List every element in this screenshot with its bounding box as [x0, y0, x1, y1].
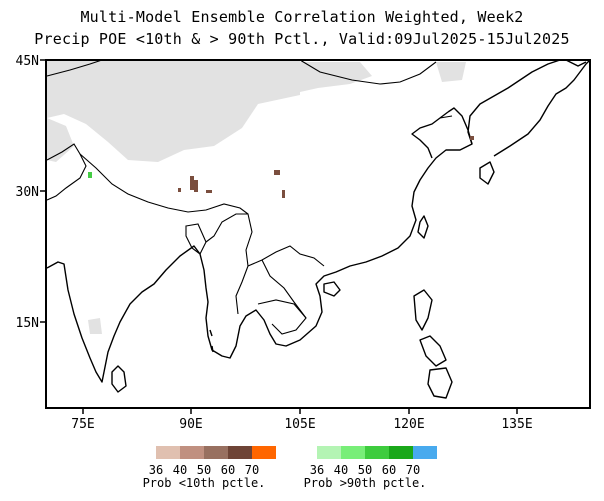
border-korea-dmz	[439, 115, 453, 119]
coast-hainan	[323, 281, 341, 297]
shaded-region-pakistan	[47, 118, 74, 162]
legend-dry-tick: 60	[221, 463, 235, 477]
shaded-region-korea-north	[436, 62, 466, 82]
coast-philippines-luzon	[413, 289, 433, 331]
dry-cell	[282, 190, 285, 198]
country-borders	[46, 59, 453, 335]
coast-japan-honshu	[493, 59, 591, 157]
legend-dry-tick: 36	[149, 463, 163, 477]
border-myanmar	[205, 213, 253, 315]
legend-dry-swatch-70	[252, 446, 276, 459]
lon-label-135e: 135E	[501, 417, 532, 432]
lon-label-120e: 120E	[393, 417, 424, 432]
legend-wet-swatch-60	[389, 446, 413, 459]
border-laos-vietnam	[261, 259, 307, 319]
border-china-mongolia	[299, 59, 437, 85]
coast-philippines-visayas	[419, 335, 447, 367]
border-china-indochina	[247, 245, 325, 267]
coast-korea	[447, 107, 473, 145]
legend-dry-tick: 40	[173, 463, 187, 477]
legend-dry-swatch-50	[204, 446, 228, 459]
legend-dry-swatch-36	[156, 446, 180, 459]
border-bangladesh	[185, 223, 207, 255]
wet-anomaly-cells	[88, 172, 92, 178]
lat-label-45n: 45N	[16, 54, 39, 69]
legend-wet-tick: 60	[382, 463, 396, 477]
legend-wet-swatch-50	[365, 446, 389, 459]
wet-cell	[88, 172, 92, 178]
coast-sri-lanka	[111, 365, 127, 393]
border-india-pakistan	[46, 143, 87, 201]
dry-cell	[178, 188, 181, 192]
lat-label-15n: 15N	[16, 316, 39, 331]
map-frame	[45, 59, 591, 409]
coast-japan-hokkaido	[565, 59, 587, 67]
legend-wet-tick: 36	[310, 463, 324, 477]
legend-wet-swatch-40	[341, 446, 365, 459]
lat-label-30n: 30N	[16, 185, 39, 200]
legend-wet-tick: 50	[358, 463, 372, 477]
coast-japan-kyushu	[479, 161, 495, 185]
shaded-region-india-west	[88, 318, 102, 334]
lon-label-90e: 90E	[179, 417, 202, 432]
legend-wet-title: Prob >90th pctle.	[304, 476, 427, 490]
coast-philippines-mindanao	[427, 367, 453, 399]
legend-dry-title: Prob <10th pctle.	[143, 476, 266, 490]
border-china-kazakh	[46, 59, 103, 77]
shaded-regions	[47, 60, 466, 334]
coast-asia-mainland	[46, 59, 561, 383]
legend-wet-tick: 40	[334, 463, 348, 477]
shaded-region-tibet	[47, 60, 300, 162]
legend-wet-tick: 70	[406, 463, 420, 477]
map-title-line2: Precip POE <10th & > 90th Pctl., Valid:0…	[34, 30, 570, 48]
legend-wet: 36 40 50 60 70 Prob >90th pctle.	[304, 446, 437, 490]
border-thailand-cambodia	[257, 299, 307, 335]
legend-dry-swatch-60	[228, 446, 252, 459]
legend-dry: 36 40 50 60 70 Prob <10th pctle.	[143, 446, 276, 490]
legend-dry-tick: 50	[197, 463, 211, 477]
coast-taiwan	[417, 215, 429, 239]
dry-cell	[470, 136, 474, 140]
lon-label-75e: 75E	[71, 417, 94, 432]
coastlines	[46, 59, 591, 399]
map-title-line1: Multi-Model Ensemble Correlation Weighte…	[80, 8, 524, 26]
legend-wet-swatch-36	[317, 446, 341, 459]
axis-ticks	[40, 59, 518, 414]
legend-dry-tick: 70	[245, 463, 259, 477]
legend-wet-swatch-70	[413, 446, 437, 459]
dry-anomaly-cells	[178, 136, 474, 198]
shaded-region-taklimakan-east	[300, 62, 372, 92]
lon-label-105e: 105E	[284, 417, 315, 432]
dry-cell	[206, 190, 212, 193]
dry-cell	[190, 176, 194, 190]
coast-andaman	[209, 329, 214, 353]
legend-dry-swatch-40	[180, 446, 204, 459]
border-india-himalaya	[79, 153, 249, 215]
dry-cell	[194, 180, 198, 192]
coast-bohai-bay	[411, 111, 449, 159]
dry-cell	[274, 170, 280, 175]
